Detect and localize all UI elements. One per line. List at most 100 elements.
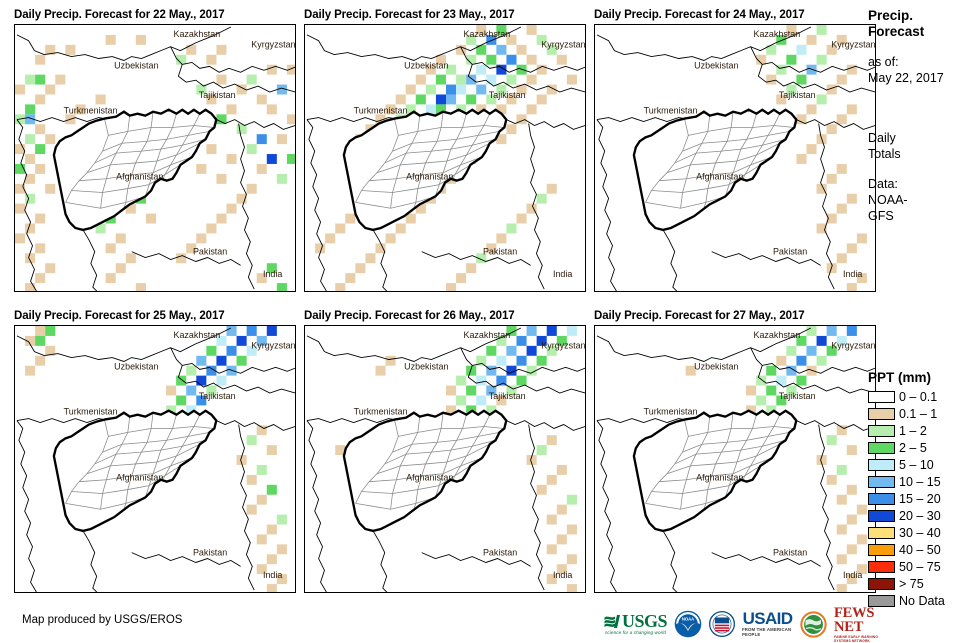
noaa-logo: NOAA <box>674 609 702 639</box>
precip-cell <box>496 134 507 145</box>
precip-cell <box>405 213 416 224</box>
precip-cell <box>176 395 187 406</box>
precip-cell <box>506 326 517 336</box>
panel-title: Daily Precip. Forecast for 26 May., 2017 <box>304 310 515 322</box>
precip-cell <box>556 335 567 346</box>
precip-cell <box>776 94 787 105</box>
precip-cell <box>536 94 547 105</box>
country-label: India <box>843 570 862 580</box>
legend-label: 10 – 15 <box>899 474 941 489</box>
precip-cell <box>335 223 346 234</box>
legend-entry: 40 – 50 <box>868 541 975 558</box>
legend-label: 0 – 0.1 <box>899 389 938 404</box>
legend-swatch <box>868 577 895 590</box>
legend-entry: 30 – 40 <box>868 524 975 541</box>
precip-cell <box>496 104 507 115</box>
precip-cell <box>15 233 26 244</box>
precip-cell <box>435 54 446 65</box>
legend-label: 20 – 30 <box>899 508 941 523</box>
country-label: Afghanistan <box>406 473 453 483</box>
precip-cell <box>456 74 467 85</box>
precip-cell <box>786 365 797 376</box>
precip-cell <box>566 326 577 336</box>
precip-cell <box>286 64 295 75</box>
legend-swatch <box>868 543 895 556</box>
country-label: Tajikistan <box>779 90 816 100</box>
precip-cell <box>746 385 757 396</box>
precip-cell <box>486 365 497 376</box>
precip-cell <box>796 74 807 85</box>
precip-cell <box>756 54 767 65</box>
precip-cell <box>75 104 86 115</box>
legend-swatch <box>868 475 895 488</box>
country-label: Kazakhstan <box>174 330 221 340</box>
map-panel: Daily Precip. Forecast for 27 May., 2017… <box>594 309 876 593</box>
precip-cell <box>836 584 847 592</box>
precip-cell <box>15 84 26 95</box>
precip-cell <box>186 405 197 416</box>
precip-cell <box>236 193 247 204</box>
precip-cell <box>196 233 207 244</box>
precipitation-map: Kazakhstan Kyrgyzstan Uzbekistan Tajikistan… <box>594 325 876 593</box>
precip-raster <box>756 25 867 291</box>
precip-cell <box>846 574 857 585</box>
legend-swatch <box>868 509 895 522</box>
precip-cell <box>816 223 827 234</box>
precip-cell <box>236 124 247 135</box>
precip-cell <box>506 74 517 85</box>
precip-cell <box>846 514 857 525</box>
map-canvas: Kazakhstan Kyrgyzstan Uzbekistan Tajikistan… <box>596 25 875 291</box>
precip-cell <box>526 74 537 85</box>
precip-cell <box>176 253 187 264</box>
precip-cell <box>836 554 847 565</box>
precip-cell <box>836 203 847 214</box>
sidebar-asof-date: May 22, 2017 <box>868 71 944 85</box>
precip-cell <box>276 283 287 291</box>
legend-entry: No Data <box>868 592 975 609</box>
precip-cell <box>35 74 46 85</box>
legend-entry: 10 – 15 <box>868 473 975 490</box>
sidebar-data-line1: NOAA- <box>868 193 908 207</box>
precip-cell <box>456 104 467 115</box>
precip-cell <box>256 464 267 475</box>
fews-net-wordmark: FEWS NET <box>834 604 875 635</box>
precip-cell <box>25 335 36 346</box>
precip-cell <box>786 25 797 35</box>
precip-cell <box>496 64 507 75</box>
country-label: Pakistan <box>193 247 227 257</box>
precip-cell <box>796 44 807 55</box>
precip-cell <box>95 223 106 234</box>
precip-cell <box>466 263 477 274</box>
precip-cell <box>526 455 537 465</box>
country-label: Uzbekistan <box>114 361 158 371</box>
precip-cell <box>856 534 867 545</box>
country-label: Turkmenistan <box>354 407 408 417</box>
precip-cell <box>216 44 227 55</box>
precip-cell <box>405 104 416 115</box>
precip-raster <box>15 34 295 291</box>
precip-cell <box>756 375 767 386</box>
precip-cell <box>45 183 56 194</box>
precip-cell <box>486 243 497 254</box>
usaid-tagline: FROM THE AMERICAN PEOPLE <box>742 627 792 637</box>
legend-label: 2 – 5 <box>899 440 927 455</box>
precip-cell <box>216 114 227 125</box>
afghanistan-fill <box>53 109 217 230</box>
precip-cell <box>25 223 36 234</box>
precip-cell <box>786 54 797 65</box>
precip-cell <box>776 375 787 386</box>
precip-cell <box>35 355 46 366</box>
precip-cell <box>826 44 837 55</box>
precip-cell <box>425 104 436 115</box>
precip-cell <box>446 64 457 75</box>
country-label: Afghanistan <box>116 473 163 483</box>
precip-cell <box>256 564 267 575</box>
precip-cell <box>566 584 577 592</box>
map-canvas: Kazakhstan Kyrgyzstan Uzbekistan Tajikistan… <box>596 326 875 592</box>
precip-cell <box>556 464 567 475</box>
precip-cell <box>186 243 197 254</box>
country-label: Kazakhstan <box>464 29 511 39</box>
precip-cell <box>826 326 837 336</box>
precip-cell <box>456 273 467 284</box>
country-label: Afghanistan <box>696 172 743 182</box>
